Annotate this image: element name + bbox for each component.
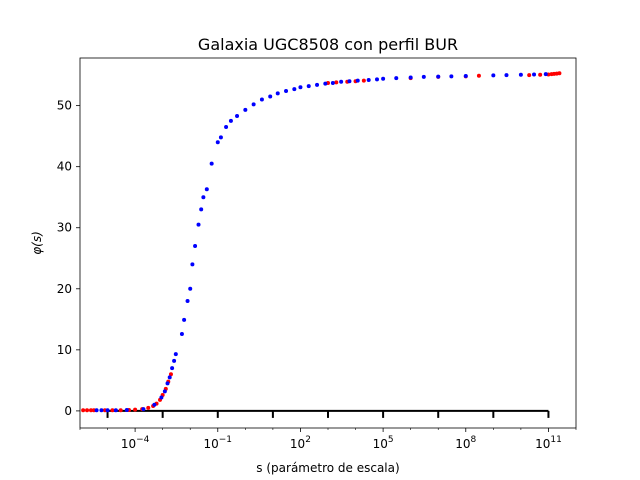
data-point <box>268 94 273 99</box>
data-point <box>463 74 468 79</box>
data-point <box>538 72 543 77</box>
data-point <box>88 408 93 413</box>
data-point <box>339 79 344 84</box>
y-tick-label: 50 <box>57 99 72 113</box>
data-point <box>518 72 523 77</box>
data-point <box>110 408 115 413</box>
data-point <box>162 389 167 394</box>
data-point <box>146 405 151 410</box>
data-point <box>334 80 339 85</box>
data-point <box>215 140 220 145</box>
data-point <box>347 79 352 84</box>
data-point <box>85 408 90 413</box>
data-point <box>168 372 173 377</box>
y-tick-label: 0 <box>64 404 72 418</box>
data-point <box>228 118 233 123</box>
data-point <box>235 114 240 119</box>
data-point <box>275 91 280 96</box>
data-point <box>179 331 184 336</box>
data-point <box>152 402 157 407</box>
data-point <box>381 76 386 81</box>
data-point <box>421 74 426 79</box>
y-tick-label: 20 <box>57 282 72 296</box>
data-point <box>133 407 138 412</box>
data-point <box>141 407 146 412</box>
x-tick-label: 1011 <box>535 435 562 451</box>
data-point <box>243 107 248 112</box>
chart-title: Galaxia UGC8508 con perfil BUR <box>198 35 458 54</box>
data-point <box>209 161 214 166</box>
data-point <box>81 408 86 413</box>
data-point <box>355 78 360 83</box>
plot-frame <box>79 57 577 429</box>
data-point <box>167 375 172 380</box>
data-point <box>394 76 399 81</box>
data-point <box>118 408 123 413</box>
data-point <box>306 84 311 89</box>
data-point <box>330 81 335 86</box>
data-point <box>185 299 190 304</box>
data-point <box>124 407 129 412</box>
data-point <box>436 74 441 79</box>
data-point <box>193 244 198 249</box>
data-point <box>94 408 99 413</box>
data-point <box>504 73 509 78</box>
plot-area: 0 10 20 30 40 50 10−4 10−1 102 105 108 1011 <box>57 71 577 451</box>
data-point <box>476 73 481 78</box>
y-axis-label: φ(s) <box>30 231 44 255</box>
data-point <box>105 408 110 413</box>
data-point <box>323 81 328 86</box>
y-tick-label: 30 <box>57 221 72 235</box>
data-point <box>361 78 366 83</box>
data-point <box>201 195 206 200</box>
x-tick-label: 10−1 <box>203 435 232 451</box>
data-point <box>366 77 371 82</box>
x-tick-label: 10−4 <box>121 435 150 451</box>
data-point <box>491 73 496 78</box>
data-point <box>315 82 320 87</box>
data-point <box>557 71 562 76</box>
data-point <box>99 408 104 413</box>
data-point <box>188 286 193 291</box>
data-point <box>543 72 548 77</box>
data-point <box>259 97 264 102</box>
data-point <box>159 395 164 400</box>
data-point <box>196 222 201 227</box>
x-tick-label: 108 <box>455 435 476 451</box>
data-point <box>527 73 532 78</box>
data-point <box>292 87 297 92</box>
data-point <box>298 85 303 90</box>
data-point <box>165 381 170 386</box>
data-point <box>251 102 256 107</box>
data-point <box>172 358 177 363</box>
data-point <box>199 207 204 212</box>
data-point <box>204 187 209 192</box>
data-point <box>449 74 454 79</box>
x-tick-label: 105 <box>373 435 394 451</box>
y-tick-label: 40 <box>57 160 72 174</box>
data-point <box>218 135 223 140</box>
data-point <box>284 88 289 93</box>
data-point <box>190 262 195 267</box>
data-point <box>170 366 175 371</box>
data-point <box>532 72 537 77</box>
data-point <box>224 124 229 129</box>
data-point <box>374 77 379 82</box>
data-point <box>182 317 187 322</box>
data-point <box>408 75 413 80</box>
y-tick-label: 10 <box>57 343 72 357</box>
data-point <box>173 352 178 357</box>
x-axis-label: s (parámetro de escala) <box>256 461 399 475</box>
x-tick-label: 102 <box>290 435 311 451</box>
data-point <box>113 408 118 413</box>
